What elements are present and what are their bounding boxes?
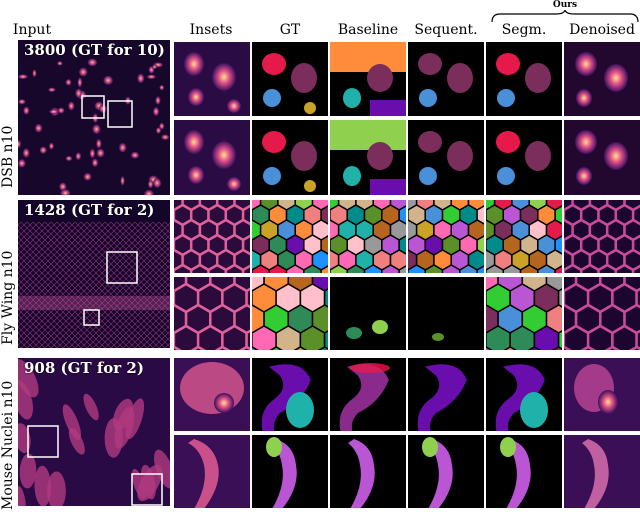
col-header-gt: GT bbox=[279, 22, 301, 38]
segm-dsb-b bbox=[486, 120, 562, 195]
baseline-dsb-a bbox=[330, 42, 406, 116]
inset-mouse-a bbox=[174, 358, 250, 431]
baseline-dsb-b bbox=[330, 120, 406, 195]
inset-flywing-b bbox=[174, 277, 250, 350]
inset-dsb-b bbox=[174, 120, 250, 195]
row-label-dsb: DSB n10 bbox=[0, 125, 16, 188]
gt-mouse-b bbox=[252, 435, 328, 508]
row-label-mouse: Mouse Nuclei n10 bbox=[0, 380, 16, 510]
denoised-flywing-a bbox=[564, 200, 640, 273]
inset-flywing-a bbox=[174, 200, 250, 273]
denoised-mouse-a bbox=[564, 358, 640, 431]
gt-mouse-a bbox=[252, 358, 328, 431]
gt-flywing-a bbox=[252, 200, 328, 273]
denoised-dsb-a bbox=[564, 42, 640, 116]
row-count-dsb: 3800 (GT for 10) bbox=[24, 41, 165, 59]
segm-mouse-b bbox=[486, 435, 562, 508]
sequent-mouse-a bbox=[408, 358, 484, 431]
inset-mouse-b bbox=[174, 435, 250, 508]
denoised-mouse-b bbox=[564, 435, 640, 508]
row-count-flywing: 1428 (GT for 2) bbox=[24, 201, 155, 219]
sequent-mouse-b bbox=[408, 435, 484, 508]
sequent-dsb-b bbox=[408, 120, 484, 195]
col-header-denoised: Denoised bbox=[569, 22, 635, 38]
segm-flywing-a bbox=[486, 200, 562, 273]
denoised-flywing-b bbox=[564, 277, 640, 350]
input-image-dsb bbox=[18, 40, 170, 195]
baseline-mouse-b bbox=[330, 435, 406, 508]
baseline-mouse-a bbox=[330, 358, 406, 431]
sequent-flywing-a bbox=[408, 200, 484, 273]
segm-flywing-b bbox=[486, 277, 562, 350]
row-count-mouse: 908 (GT for 2) bbox=[24, 359, 144, 377]
gt-flywing-b bbox=[252, 277, 328, 350]
row-label-flywing: Fly Wing n10 bbox=[0, 250, 16, 345]
ours-bracket bbox=[491, 10, 639, 23]
baseline-flywing-b bbox=[330, 277, 406, 350]
col-header-baseline: Baseline bbox=[337, 22, 399, 38]
col-header-sequent: Sequent. bbox=[414, 22, 478, 38]
input-image-mouse bbox=[18, 358, 170, 506]
inset-dsb-a bbox=[174, 42, 250, 116]
input-image-flywing bbox=[18, 200, 170, 348]
segm-mouse-a bbox=[486, 358, 562, 431]
segm-dsb-a bbox=[486, 42, 562, 116]
sequent-dsb-a bbox=[408, 42, 484, 116]
gt-dsb-a bbox=[252, 42, 328, 116]
col-header-insets: Insets bbox=[189, 22, 233, 38]
gt-dsb-b bbox=[252, 120, 328, 195]
baseline-flywing-a bbox=[330, 200, 406, 273]
ours-label: Ours bbox=[552, 0, 578, 10]
col-header-segm: Segm. bbox=[501, 22, 547, 38]
denoised-dsb-b bbox=[564, 120, 640, 195]
sequent-flywing-b bbox=[408, 277, 484, 350]
col-header-input: Input bbox=[12, 22, 52, 38]
